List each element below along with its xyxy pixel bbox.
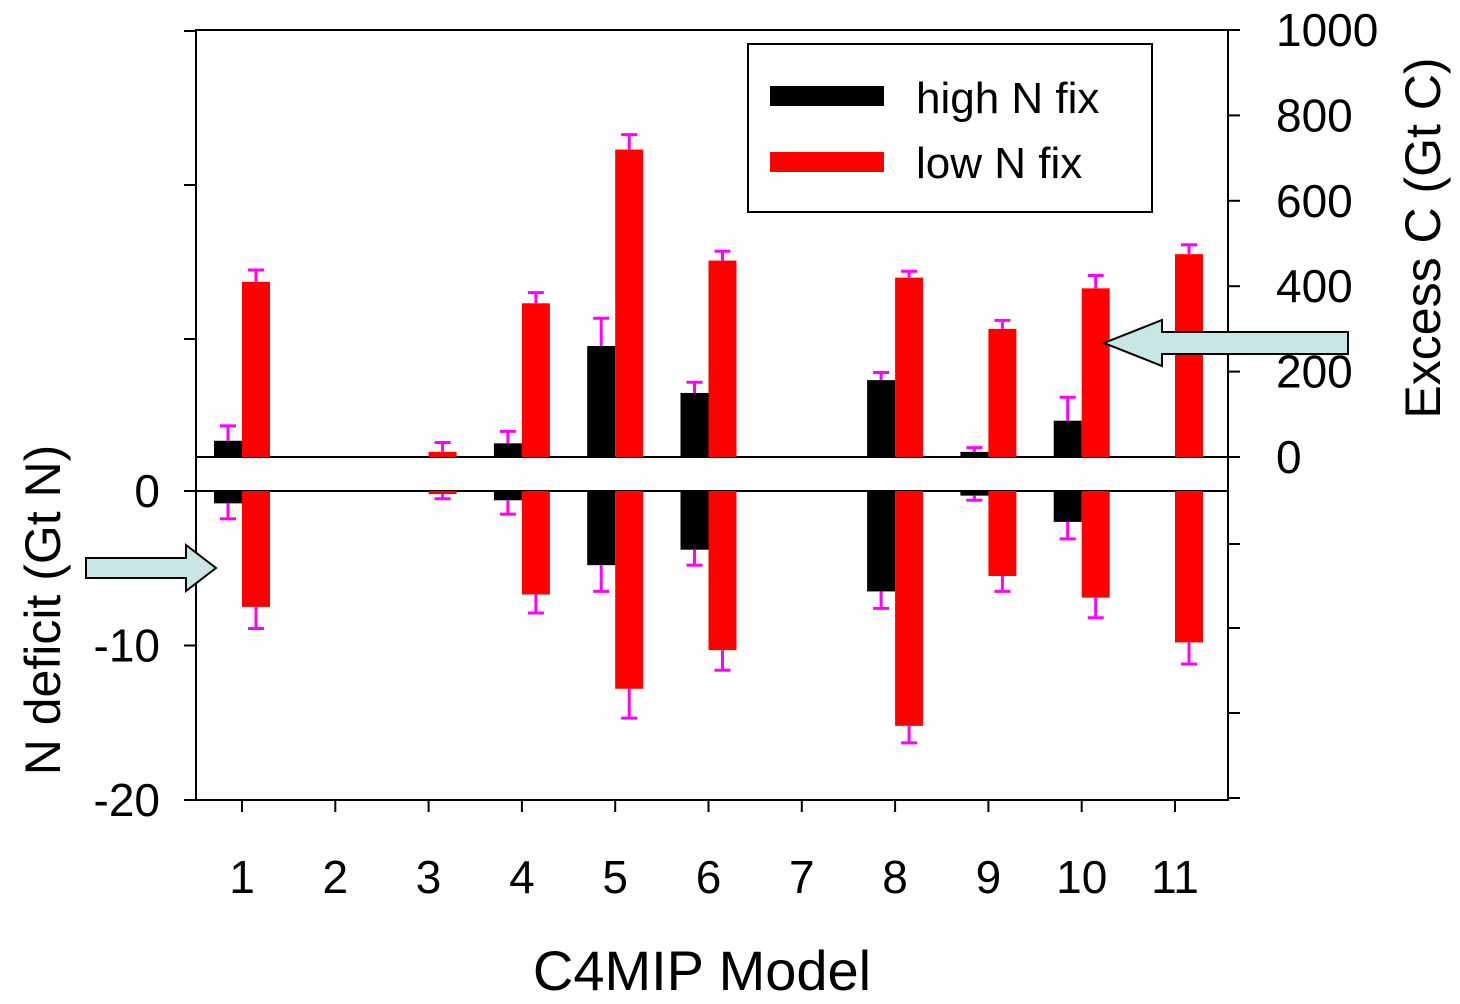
upper-y-tick-label: 1000 [1276,4,1378,56]
upper-low-bar [988,328,1017,457]
left-arrow-icon [1101,318,1349,368]
upper-low-bar [428,451,457,457]
x-axis-title: C4MIP Model [533,939,871,1002]
panel-separator-band [195,456,1229,492]
legend-box [747,43,1153,213]
x-tick-label: 6 [696,851,722,903]
lower-high-bar [1053,491,1082,522]
upper-high-bar [493,443,522,457]
lower-low-bar [988,491,1017,576]
upper-low-bar [895,277,924,457]
upper-y-tick-label: 800 [1276,89,1353,141]
plot-frame [195,29,1229,801]
lower-low-bar [615,491,644,689]
upper-y-tick-label: 600 [1276,175,1353,227]
lower-high-bar [680,491,709,550]
upper-low-bar [521,303,550,457]
upper-low-bar [615,149,644,457]
upper-y-tick-label: 0 [1276,431,1302,483]
lower-y-axis-title: N deficit (Gt N) [15,445,71,776]
upper-high-bar [867,380,896,457]
x-tick-label: 7 [789,851,815,903]
lower-y-tick-label: 0 [134,465,160,517]
lower-low-bar [1175,491,1203,643]
x-tick-label: 2 [323,851,349,903]
upper-high-bar [214,440,242,457]
upper-low-bar [1081,288,1110,457]
lower-high-bar [960,491,989,496]
x-tick-label: 9 [976,851,1002,903]
right-arrow-icon [85,542,218,594]
upper-high-bar [587,345,616,457]
lower-high-bar [587,491,616,566]
upper-low-bar [242,281,270,457]
upper-low-bar [708,260,737,457]
legend: high N fix low N fix [747,43,1153,213]
x-tick-label: 5 [602,851,628,903]
x-tick-label: 3 [416,851,442,903]
legend-label-high: high N fix [916,74,1099,123]
lower-low-bar [1081,491,1110,598]
upper-high-bar [960,451,989,457]
x-tick-label: 11 [1151,851,1199,903]
upper-high-bar [1053,420,1082,457]
lower-low-bar [428,491,457,495]
lower-low-bar [708,491,737,651]
upper-high-bar [680,392,709,457]
lower-y-tick-label: -10 [94,620,160,672]
lower-high-bar [493,491,522,501]
upper-low-bar [1175,254,1203,457]
legend-swatch-high [770,86,884,106]
x-tick-label: 4 [509,851,535,903]
lower-high-bar [214,491,242,504]
lower-low-bar [242,491,270,607]
upper-y-axis-title: Excess C (Gt C) [1395,57,1451,418]
lower-low-bar [521,491,550,595]
x-tick-label: 10 [1056,851,1107,903]
x-tick-label: 1 [229,851,255,903]
lower-low-bar [895,491,924,726]
lower-high-bar [867,491,896,592]
legend-label-low: low N fix [916,139,1082,188]
upper-y-tick-label: 400 [1276,260,1353,312]
x-tick-label: 8 [882,851,908,903]
legend-swatch-low [770,152,884,172]
lower-y-tick-label: -20 [94,774,160,826]
